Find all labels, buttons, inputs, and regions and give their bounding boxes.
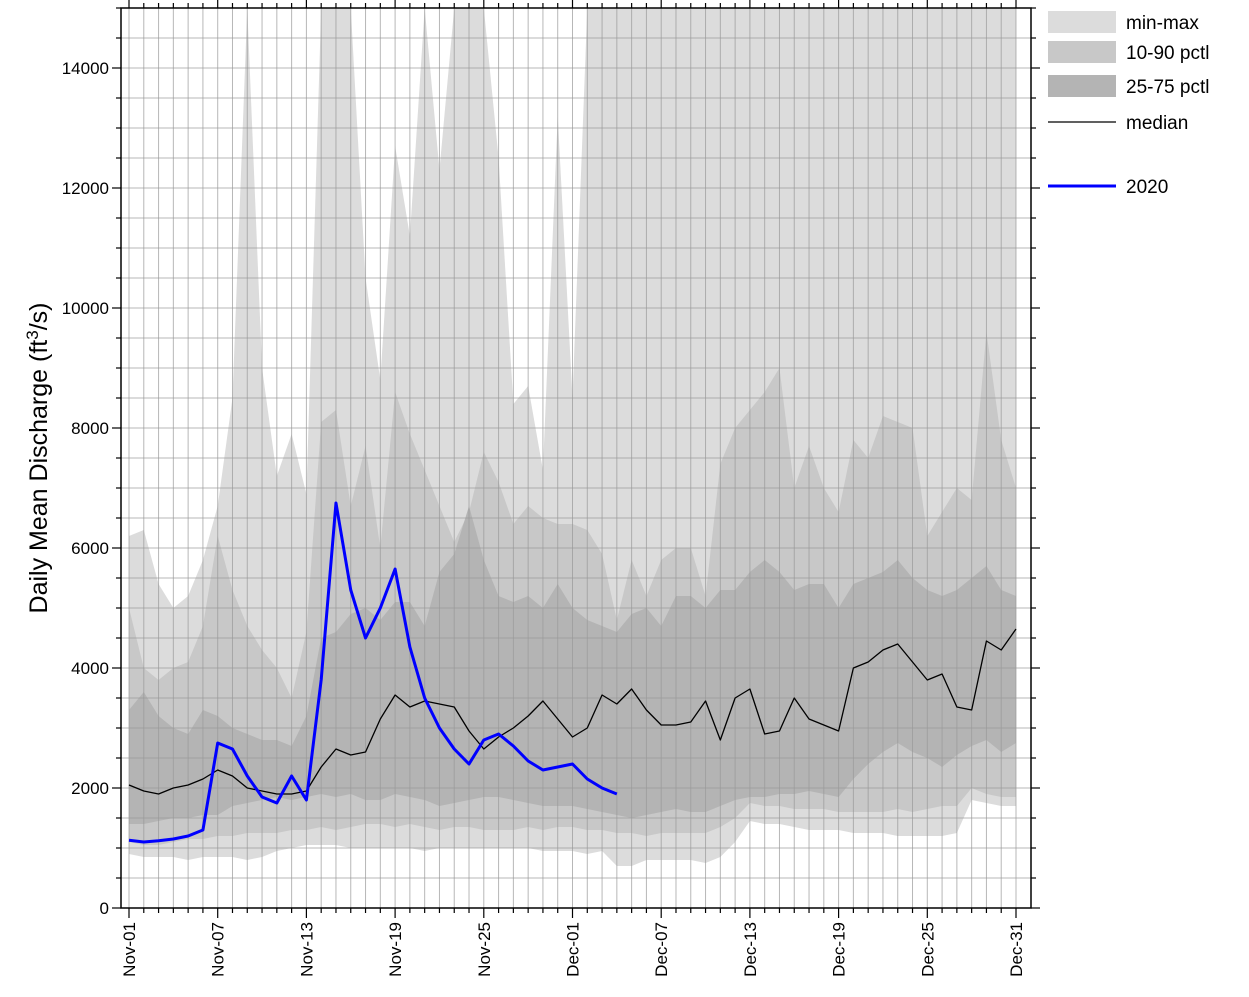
x-tick-label: Dec-19 (830, 922, 849, 977)
grid-lines (121, 7, 1031, 909)
y-axis-label-tail: /s) (25, 303, 53, 331)
y-tick-label: 6000 (71, 539, 109, 558)
x-tick-label: Dec-07 (652, 922, 671, 977)
y-tick-label: 10000 (62, 299, 109, 318)
legend-label: 2020 (1126, 177, 1168, 198)
legend-swatch (1048, 41, 1116, 63)
x-tick-label: Dec-01 (564, 922, 583, 977)
x-tick-label: Dec-13 (741, 922, 760, 977)
x-tick-label: Nov-01 (120, 922, 139, 977)
y-tick-label: 2000 (71, 779, 109, 798)
y-tick-label: 4000 (71, 659, 109, 678)
legend-label: 10-90 pctl (1126, 43, 1209, 64)
y-axis: 0 2000 4000 6000 8000 10000 12000 14000 (62, 7, 1040, 918)
y-axis-label-main: Daily Mean Discharge (ft (25, 340, 53, 614)
x-tick-label: Dec-31 (1007, 922, 1026, 977)
y-axis-label-superscript: 3 (23, 330, 42, 339)
legend-item-25-75-pctl: 25-75 pctl (1048, 75, 1209, 98)
legend-label: 25-75 pctl (1126, 77, 1209, 98)
legend-swatch (1048, 75, 1116, 97)
legend: min-max 10-90 pctl 25-75 pctl median 2020 (1048, 11, 1209, 198)
series-lines (128, 501, 1017, 844)
x-tick-label: Dec-25 (918, 922, 937, 977)
series-line-2020 (128, 501, 618, 844)
legend-label: min-max (1126, 13, 1199, 34)
legend-item-2020: 2020 (1048, 177, 1168, 198)
legend-label: median (1126, 113, 1188, 134)
x-axis: Nov-01 Nov-07 Nov-13 Nov-19 Nov-25 Dec-01 Dec-… (120, 0, 1026, 977)
legend-item-min-max: min-max (1048, 11, 1199, 34)
x-tick-label: Nov-25 (475, 922, 494, 977)
y-tick-label: 12000 (62, 179, 109, 198)
y-axis-label: Daily Mean Discharge (ft3/s) (23, 303, 54, 614)
y-tick-label: 0 (100, 899, 109, 918)
x-tick-label: Nov-07 (209, 922, 228, 977)
legend-item-median: median (1048, 113, 1188, 134)
x-tick-label: Nov-19 (386, 922, 405, 977)
series-line-median (128, 628, 1017, 795)
legend-item-10-90-pctl: 10-90 pctl (1048, 41, 1209, 64)
x-tick-label: Nov-13 (297, 922, 316, 977)
y-tick-label: 8000 (71, 419, 109, 438)
legend-swatch (1048, 11, 1116, 33)
y-tick-label: 14000 (62, 59, 109, 78)
